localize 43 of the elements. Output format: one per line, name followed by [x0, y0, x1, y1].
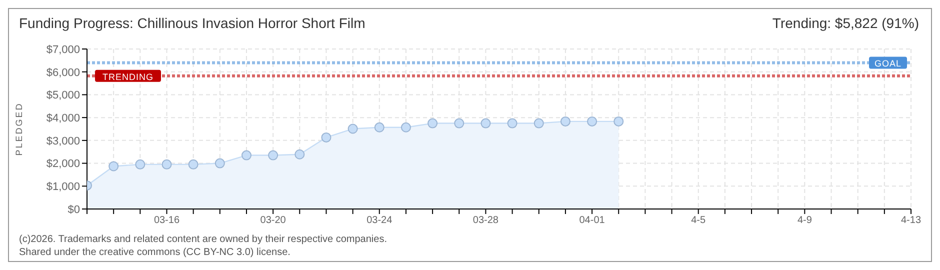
- point: [108, 161, 119, 172]
- point: [321, 132, 332, 142]
- y-tick-label: $6,000: [46, 66, 80, 79]
- x-tick-label: 03-24: [366, 215, 393, 226]
- point: [294, 149, 305, 160]
- point: [534, 118, 544, 128]
- chart-title: Funding Progress: Chillinous Invasion Horror Short Film: [19, 15, 366, 31]
- point: [560, 116, 570, 126]
- y-tick-label: $5,000: [46, 90, 80, 102]
- y-tick-label: $3,000: [46, 135, 80, 148]
- y-tick-label: $1,000: [46, 181, 80, 194]
- point: [480, 118, 491, 128]
- point: [188, 159, 198, 170]
- ref-line-label: TRENDING: [102, 72, 154, 82]
- text: Shared under the creative commons (CC BY-NC 3.0) license.: [19, 246, 292, 259]
- point: [454, 118, 464, 128]
- y-tick-label: $7,000: [46, 44, 80, 56]
- point: [428, 118, 438, 128]
- x-tick-label: 03-20: [260, 215, 286, 226]
- x-tick-label: 03-28: [472, 215, 499, 226]
- x-tick-label: 04-01: [579, 215, 606, 226]
- point: [214, 158, 225, 168]
- y-tick-label: $0: [68, 204, 80, 216]
- point: [374, 122, 384, 132]
- point: [241, 150, 252, 160]
- ref-line-label: GOAL: [874, 58, 902, 69]
- point: [614, 116, 624, 126]
- point: [400, 122, 411, 132]
- point: [268, 150, 278, 160]
- point: [587, 116, 598, 126]
- y-tick-label: $2,000: [46, 158, 80, 170]
- point: [162, 159, 172, 170]
- y-axis-title: PLEDGED: [14, 102, 24, 156]
- text: (c)2026. Trademarks and related content are owned by their respective companies.: [19, 233, 387, 246]
- y-tick-label: $4,000: [46, 112, 80, 124]
- point: [135, 159, 146, 170]
- point: [348, 124, 358, 134]
- chart-subtitle: Trending: $5,822 (91%): [772, 15, 919, 31]
- x-tick-label: 03-16: [154, 215, 180, 226]
- x-tick-label: 4-5: [691, 215, 706, 226]
- x-tick-label: 4-13: [900, 215, 922, 226]
- x-tick-label: 4-9: [797, 215, 812, 226]
- point: [507, 118, 518, 128]
